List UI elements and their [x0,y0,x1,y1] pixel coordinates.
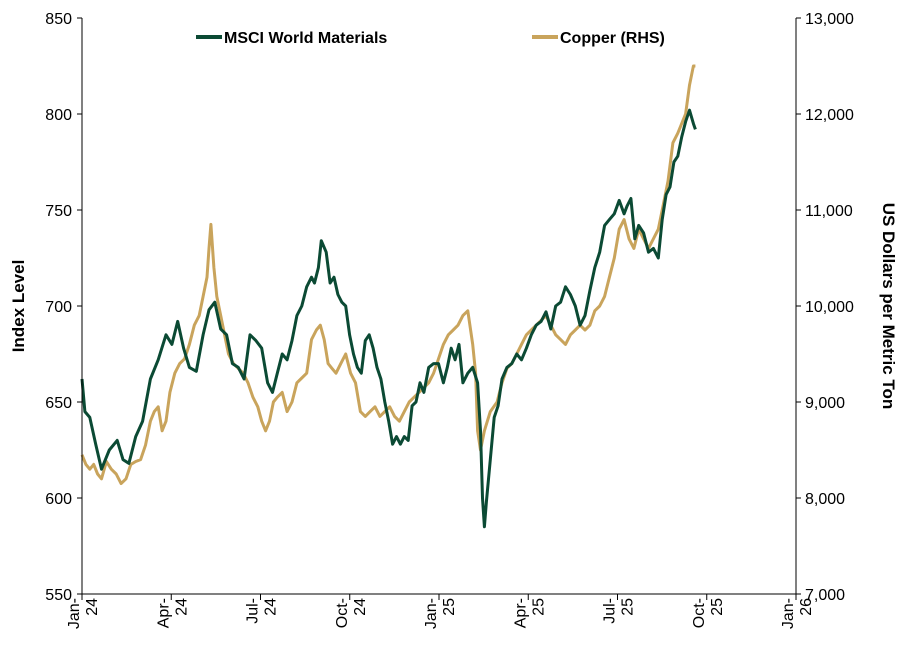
x-tick-label-year: 24 [173,598,190,616]
left-tick-label: 700 [45,299,72,316]
right-tick-label: 8,000 [805,491,845,508]
right-axis-title: US Dollars per Metric Ton [879,203,898,410]
legend: MSCI World Materials Copper (RHS) [196,30,665,47]
right-tick-label: 13,000 [805,11,854,28]
series-line-copper [80,64,696,486]
legend-label-msci: MSCI World Materials [224,30,387,47]
plot-frame [81,18,797,595]
right-axis-ticks: 7,000 8,000 9,000 10,000 11,000 12,000 13,000 [796,11,854,604]
x-tick-label-year: 25 [709,598,726,616]
left-axis-ticks: 550 600 650 700 750 800 850 [45,11,82,604]
left-tick-label: 800 [45,107,72,124]
x-tick-label-month: Jul- [245,598,262,624]
x-tick-label-month: Apr- [512,598,529,628]
x-tick-label-year: 25 [530,598,547,616]
right-tick-label: 10,000 [805,299,854,316]
series-layer [80,64,697,529]
x-tick-label-month: Jan- [780,598,797,629]
x-tick-label-year: 24 [84,598,101,616]
right-tick-label: 7,000 [805,587,845,604]
x-tick-label-year: 25 [441,598,458,616]
x-tick-label-month: Oct- [334,598,351,628]
right-tick-label: 9,000 [805,395,845,412]
left-tick-label: 750 [45,203,72,220]
x-tick-label-month: Jan- [423,598,440,629]
x-tick-label-year: 25 [620,598,637,616]
left-axis-title: Index Level [9,260,28,353]
x-axis-ticks: Jan- 24 Apr- 24 Jul- 24 Oct- 24 Jan- 25 Apr- 25 Jul-… [66,594,815,629]
x-tick-label-year: 26 [798,598,815,616]
left-tick-label: 550 [45,587,72,604]
x-tick-label-month: Jul- [602,598,619,624]
left-tick-label: 600 [45,491,72,508]
right-tick-label: 11,000 [805,203,853,220]
x-tick-label-month: Oct- [691,598,708,628]
x-tick-label-year: 24 [352,598,369,616]
series-line-msci-world-materials [80,108,697,529]
x-tick-label-month: Apr- [155,598,172,628]
x-tick-label-month: Jan- [66,598,83,629]
legend-label-copper: Copper (RHS) [560,30,665,47]
right-tick-label: 12,000 [805,107,854,124]
x-tick-label-year: 24 [263,598,280,616]
left-tick-label: 850 [45,11,72,28]
left-tick-label: 650 [45,395,72,412]
